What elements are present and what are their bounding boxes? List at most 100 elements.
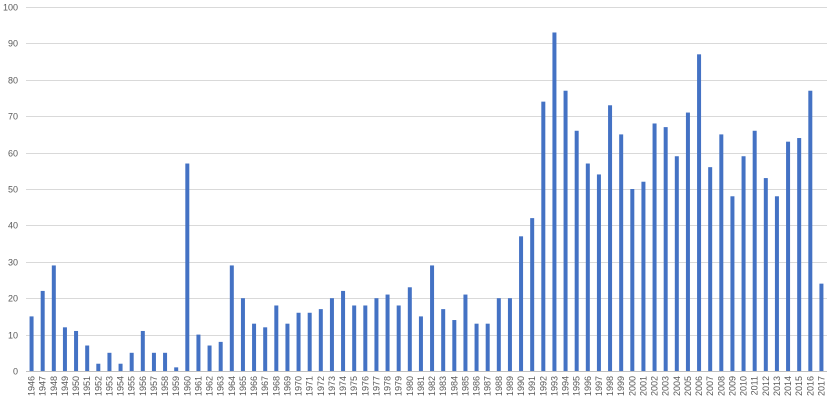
x-tick-label: 1952 <box>93 376 103 396</box>
x-tick-label: 1969 <box>282 376 292 396</box>
x-tick-label: 1954 <box>116 376 126 396</box>
x-tick-label: 1988 <box>494 376 504 396</box>
x-tick-label: 1973 <box>327 376 337 396</box>
x-tick-label: 2013 <box>772 376 782 396</box>
bar-1986 <box>474 323 479 371</box>
x-tick-label: 2016 <box>805 376 815 396</box>
bar-1972 <box>318 309 323 371</box>
x-tick-label: 1989 <box>505 376 515 396</box>
x-tick-label: 1947 <box>38 376 48 396</box>
bar-1951 <box>85 345 90 371</box>
x-axis-tick-labels: 1946 1947 1948 1949 1950 1951 1952 1953 1954 1955… <box>27 376 827 396</box>
x-tick-label: 1983 <box>438 376 448 396</box>
bar-1947 <box>40 290 45 371</box>
y-tick-label: 80 <box>8 76 18 86</box>
bar-1953 <box>107 352 112 371</box>
bar-2007 <box>708 167 713 371</box>
x-tick-label: 1972 <box>316 376 326 396</box>
x-tick-label: 1963 <box>216 376 226 396</box>
x-tick-label: 1986 <box>472 376 482 396</box>
bar-1958 <box>163 352 168 371</box>
bar-1962 <box>207 345 212 371</box>
bar-2005 <box>685 112 690 371</box>
x-tick-label: 1974 <box>338 376 348 396</box>
x-tick-label: 2006 <box>694 376 704 396</box>
x-tick-label: 1950 <box>71 376 81 396</box>
x-tick-label: 1953 <box>104 376 114 396</box>
x-tick-label: 1994 <box>561 376 571 396</box>
x-tick-label: 1951 <box>82 376 92 396</box>
bar-1971 <box>307 312 312 371</box>
x-tick-label: 2002 <box>650 376 660 396</box>
bar-1982 <box>430 265 435 371</box>
x-tick-label: 1961 <box>193 376 203 396</box>
x-tick-label: 1992 <box>538 376 548 396</box>
bar-2000 <box>630 189 635 371</box>
bar-1973 <box>329 298 334 371</box>
y-tick-label: 0 <box>13 367 18 377</box>
bar-2017 <box>819 283 824 371</box>
bar-1991 <box>530 218 535 371</box>
y-tick-label: 50 <box>8 185 18 195</box>
bars <box>29 32 824 372</box>
x-tick-label: 1996 <box>583 376 593 396</box>
x-tick-label: 1958 <box>160 376 170 396</box>
x-tick-label: 1995 <box>572 376 582 396</box>
x-tick-label: 2012 <box>761 376 771 396</box>
bar-1999 <box>619 134 624 371</box>
x-tick-label: 2017 <box>816 376 826 396</box>
x-tick-label: 1991 <box>527 376 537 396</box>
bar-1993 <box>552 32 557 371</box>
bar-1988 <box>496 298 501 371</box>
bar-2016 <box>808 90 813 371</box>
bar-2006 <box>697 54 702 371</box>
bar-1961 <box>196 334 201 371</box>
x-tick-label: 1948 <box>49 376 59 396</box>
x-tick-label: 1975 <box>349 376 359 396</box>
bar-1987 <box>485 323 490 371</box>
x-tick-label: 2001 <box>638 376 648 396</box>
bar-1992 <box>541 101 546 371</box>
x-tick-label: 1962 <box>205 376 215 396</box>
bar-1976 <box>363 305 368 371</box>
y-tick-label: 20 <box>8 294 18 304</box>
bar-1998 <box>608 105 613 371</box>
x-tick-label: 1955 <box>127 376 137 396</box>
bar-1983 <box>441 309 446 371</box>
bar-1979 <box>396 305 401 371</box>
bar-1997 <box>596 174 601 371</box>
x-tick-label: 1984 <box>449 376 459 396</box>
bar-1946 <box>29 316 34 371</box>
bar-2002 <box>652 123 657 371</box>
y-tick-label: 10 <box>8 331 18 341</box>
y-tick-label: 40 <box>8 221 18 231</box>
bar-1965 <box>240 298 245 371</box>
x-tick-label: 2004 <box>672 376 682 396</box>
x-tick-label: 1987 <box>483 376 493 396</box>
x-tick-label: 1956 <box>138 376 148 396</box>
bar-2008 <box>719 134 724 371</box>
x-tick-label: 1979 <box>394 376 404 396</box>
x-tick-label: 1964 <box>227 376 237 396</box>
bar-2014 <box>786 141 791 371</box>
x-tick-label: 1978 <box>383 376 393 396</box>
x-tick-label: 2000 <box>627 376 637 396</box>
x-tick-label: 2009 <box>727 376 737 396</box>
bar-1952 <box>96 363 101 371</box>
x-tick-label: 1985 <box>460 376 470 396</box>
x-tick-label: 1976 <box>360 376 370 396</box>
y-tick-label: 100 <box>3 3 18 13</box>
y-tick-label: 30 <box>8 258 18 268</box>
bar-2010 <box>741 156 746 371</box>
bar-1964 <box>229 265 234 371</box>
x-tick-label: 1957 <box>149 376 159 396</box>
x-tick-label: 1998 <box>605 376 615 396</box>
x-tick-label: 1993 <box>549 376 559 396</box>
bar-1981 <box>418 316 423 371</box>
x-tick-label: 1977 <box>371 376 381 396</box>
bar-2001 <box>641 181 646 371</box>
bar-1970 <box>296 312 301 371</box>
bar-1994 <box>563 90 568 371</box>
x-tick-label: 1960 <box>182 376 192 396</box>
bar-2011 <box>752 130 757 371</box>
